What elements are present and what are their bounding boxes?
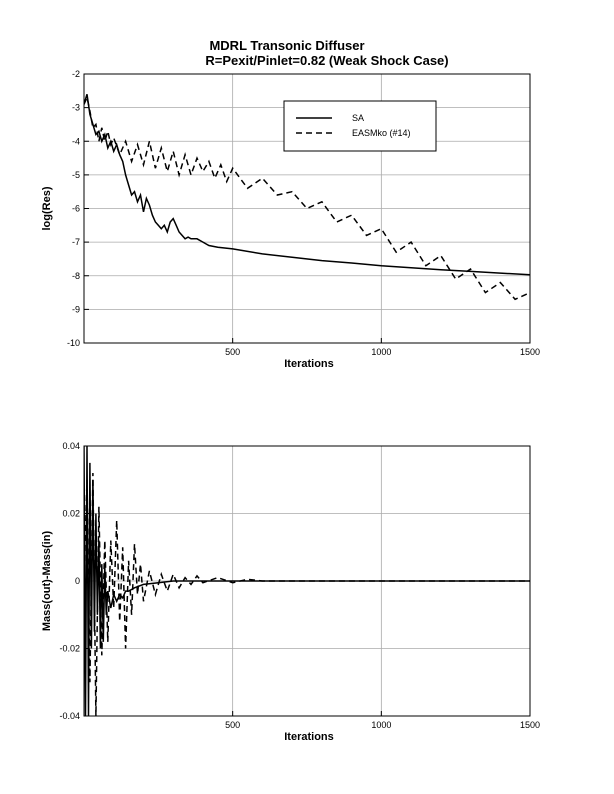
y-tick-label: -10 (67, 338, 80, 348)
y-tick-label: -3 (72, 103, 80, 113)
series-line-solid (84, 93, 530, 276)
chart-panel-1: 500 1000 1500 -10 -9 -8 -7 -6 -5 -4 -3 -2 Iterations… (41, 69, 540, 370)
x-tick-label: 500 (225, 720, 240, 730)
y-axis-label: log(Res) (41, 186, 53, 230)
x-tick-label: 1500 (520, 720, 540, 730)
y-tick-label: 0.04 (62, 441, 80, 451)
legend: SA EASMko (#14) (283, 100, 437, 152)
chart-title-line1: MDRL Transonic Diffuser (209, 38, 365, 53)
legend-label-2: EASMko (#14) (352, 128, 411, 138)
y-tick-label: -6 (72, 204, 80, 214)
y-tick-label: -0.02 (59, 644, 80, 654)
x-tick-label: 1000 (371, 720, 391, 730)
y-tick-label: -2 (72, 69, 80, 79)
y-tick-label: -9 (72, 304, 80, 314)
y-axis-label: Mass(out)-Mass(in) (41, 531, 53, 632)
y-tick-label: 0.02 (62, 509, 80, 519)
y-tick-label: -4 (72, 136, 80, 146)
series-line-dashed (84, 472, 530, 716)
series-line-dashed (84, 95, 530, 301)
x-tick-label: 500 (225, 347, 240, 357)
y-tick-label: -8 (72, 271, 80, 281)
x-axis-label: Iterations (284, 731, 334, 743)
x-axis-label: Iterations (284, 358, 334, 370)
x-tick-label: 1000 (371, 347, 391, 357)
legend-label-1: SA (352, 113, 364, 123)
y-tick-label: -7 (72, 237, 80, 247)
chart-title-line2: R=Pexit/Pinlet=0.82 (Weak Shock Case) (205, 53, 449, 68)
y-tick-label: -5 (72, 170, 80, 180)
chart-panel-2: 500 1000 1500 -0.04 -0.02 0 0.02 0.04 Iterations… (41, 441, 540, 743)
y-tick-label: 0 (75, 576, 80, 586)
y-tick-label: -0.04 (59, 711, 80, 721)
legend-box (283, 100, 437, 152)
x-tick-label: 1500 (520, 347, 540, 357)
